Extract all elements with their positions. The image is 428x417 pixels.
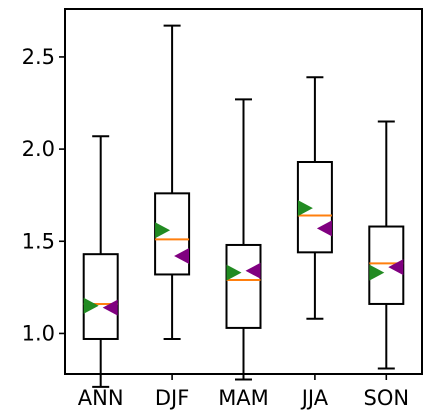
x-tick-label: SON xyxy=(364,386,410,410)
x-tick-label: JJA xyxy=(300,386,329,410)
y-tick-label: 2.5 xyxy=(22,45,55,69)
y-tick-label: 1.5 xyxy=(22,229,55,253)
x-tick-label: MAM xyxy=(218,386,269,410)
y-tick-label: 1.0 xyxy=(22,321,55,345)
box-ann xyxy=(84,254,118,339)
box-mam xyxy=(227,245,261,328)
x-tick-label: DJF xyxy=(155,386,189,410)
x-tick-label: ANN xyxy=(78,386,124,410)
y-tick-label: 2.0 xyxy=(22,137,55,161)
